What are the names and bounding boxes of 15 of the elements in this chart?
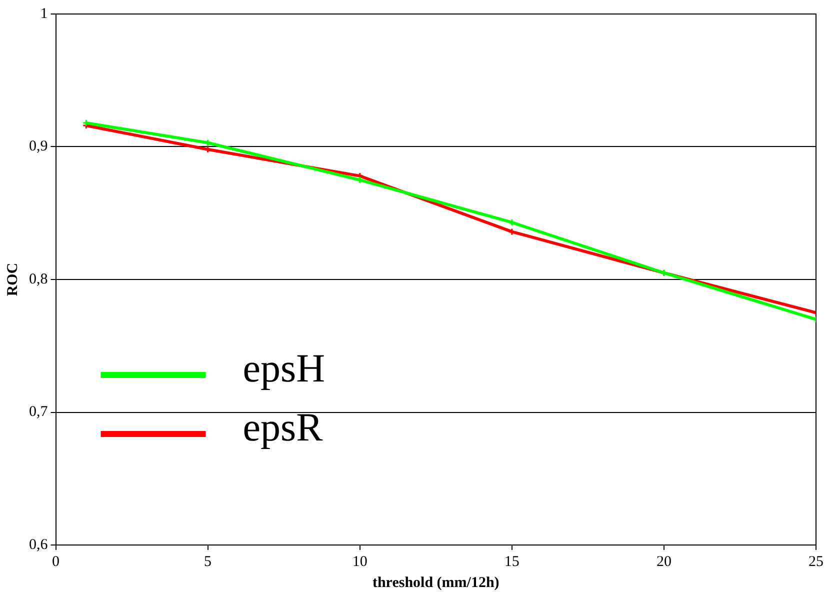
x-tick-label: 10	[352, 554, 368, 570]
x-tick-label: 5	[204, 554, 212, 570]
x-tick-label: 25	[808, 554, 824, 570]
legend-label: epsH	[242, 346, 325, 390]
x-tick-label: 20	[656, 554, 672, 570]
y-tick-label: 0,9	[29, 138, 48, 155]
x-axis-title: threshold (mm/12h)	[372, 574, 500, 591]
x-tick-label: 0	[52, 554, 60, 570]
y-tick-label: 1	[40, 6, 48, 22]
y-tick-label: 0,6	[29, 536, 48, 553]
y-tick-label: 0,8	[29, 271, 48, 288]
legend-label: epsR	[242, 404, 324, 450]
x-tick-label: 15	[504, 554, 520, 570]
y-axis-title: ROC	[4, 262, 21, 296]
y-tick-label: 0,7	[29, 404, 48, 420]
